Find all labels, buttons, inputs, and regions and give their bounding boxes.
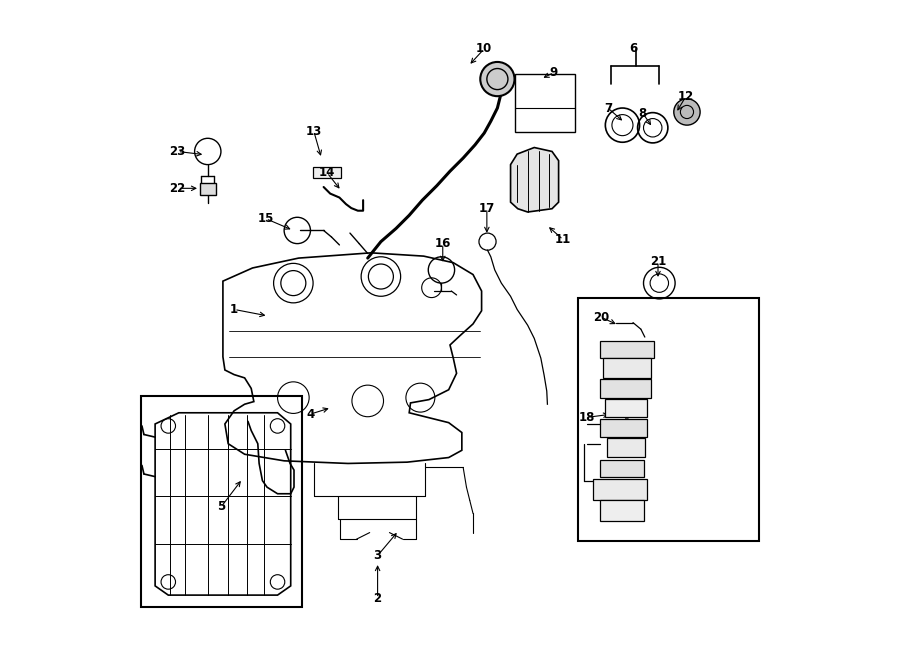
Circle shape — [481, 62, 515, 96]
Text: 8: 8 — [639, 107, 647, 120]
Bar — [607, 438, 644, 457]
Bar — [603, 358, 651, 378]
Text: 19: 19 — [608, 424, 625, 437]
Polygon shape — [510, 147, 559, 212]
Text: 3: 3 — [374, 549, 382, 562]
Text: 21: 21 — [650, 255, 666, 268]
Bar — [600, 459, 644, 477]
Text: 5: 5 — [218, 500, 226, 513]
Bar — [605, 399, 647, 417]
Text: 1: 1 — [230, 303, 238, 316]
Text: 15: 15 — [257, 212, 274, 225]
Bar — [313, 167, 341, 178]
Text: 9: 9 — [550, 66, 558, 79]
Text: 18: 18 — [579, 411, 595, 424]
Text: 23: 23 — [169, 145, 185, 158]
Bar — [200, 183, 216, 195]
Text: 22: 22 — [169, 182, 185, 195]
Bar — [140, 397, 302, 607]
Text: 11: 11 — [555, 233, 572, 246]
Text: 2: 2 — [374, 592, 382, 605]
Text: 13: 13 — [306, 124, 322, 137]
Text: 7: 7 — [604, 102, 612, 114]
Bar — [600, 500, 644, 522]
Text: 4: 4 — [306, 408, 315, 420]
Bar — [593, 479, 647, 500]
Text: 14: 14 — [319, 166, 335, 179]
Text: 17: 17 — [479, 202, 495, 215]
Text: 10: 10 — [476, 42, 492, 56]
Text: 16: 16 — [435, 237, 451, 250]
Circle shape — [674, 98, 700, 125]
Bar — [600, 341, 654, 358]
Bar — [515, 74, 575, 132]
Bar — [600, 379, 651, 398]
Text: 20: 20 — [593, 311, 609, 324]
Text: 6: 6 — [629, 42, 637, 56]
Bar — [579, 297, 760, 541]
Text: 12: 12 — [678, 91, 694, 103]
Bar — [600, 418, 647, 437]
